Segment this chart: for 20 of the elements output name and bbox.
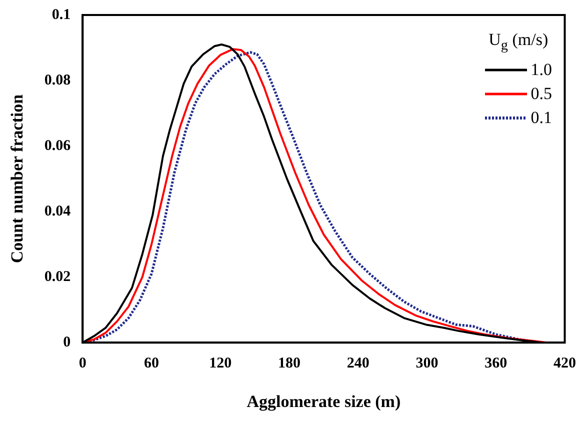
x-tick-label: 0 — [78, 355, 86, 372]
y-tick-label: 0.02 — [44, 268, 71, 285]
y-tick-label: 0.04 — [44, 203, 72, 220]
legend-title: U$_{g}$ (m/s) — [488, 30, 550, 54]
legend-label: 0.5 — [530, 84, 552, 104]
y-tick-label: 0 — [63, 334, 71, 350]
x-tick-label: 300 — [416, 355, 438, 372]
y-tick-label: 0.1 — [52, 6, 71, 23]
legend-label: 0.1 — [530, 108, 552, 128]
y-tick-label: 0.06 — [44, 138, 72, 154]
x-axis-title: Agglomerate size (m) — [246, 392, 401, 412]
x-tick-label: 420 — [554, 355, 576, 372]
y-axis-title: Count number fraction — [8, 94, 27, 264]
x-tick-label: 120 — [209, 355, 232, 372]
y-tick-label: 0.08 — [44, 72, 71, 88]
x-tick-label: 60 — [144, 355, 160, 372]
legend-label: 1.0 — [530, 60, 552, 80]
x-tick-label: 240 — [346, 355, 370, 372]
x-tick-label: 180 — [278, 355, 301, 372]
x-tick-label: 360 — [484, 355, 508, 372]
